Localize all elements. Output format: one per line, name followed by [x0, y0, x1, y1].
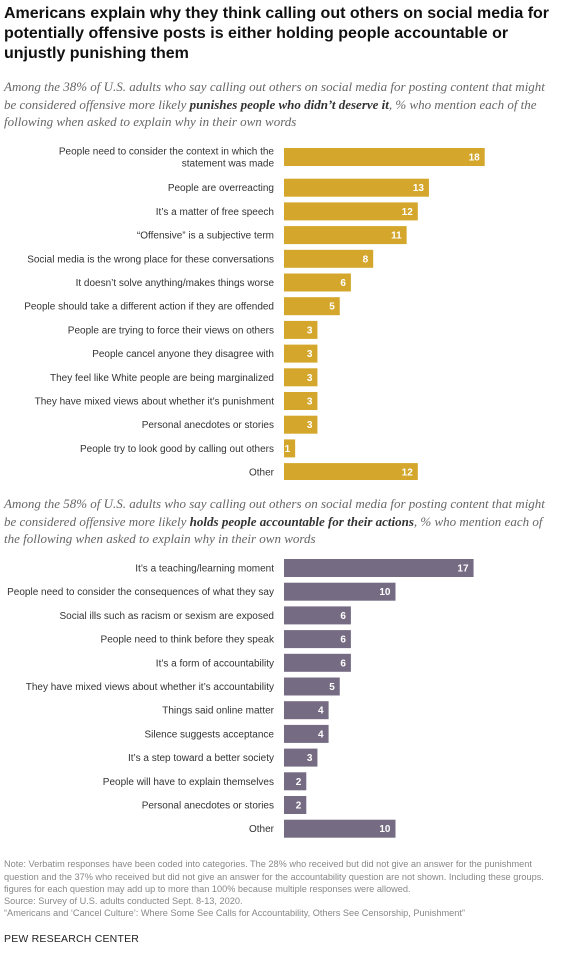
- bar-value-label: 6: [340, 611, 346, 622]
- category-label: They have mixed views about whether it’s…: [35, 397, 275, 408]
- bar: [284, 653, 351, 672]
- bar-value-label: 13: [413, 183, 425, 194]
- category-label: People will have to explain themselves: [103, 777, 274, 788]
- source: Source: Survey of U.S. adults conducted …: [4, 896, 243, 906]
- subtitle-text: , % who mention each of the following wh…: [4, 513, 543, 547]
- bar: [284, 368, 318, 387]
- bar-value-label: 6: [340, 658, 346, 669]
- category-label: People try to look good by calling out o…: [80, 444, 274, 455]
- subtitle-emphasis: punishes people who didn’t deserve it: [189, 96, 389, 112]
- bar-value-label: 4: [318, 729, 324, 740]
- bar-value-label: 10: [379, 824, 391, 835]
- bar-value-label: 6: [340, 635, 346, 646]
- bar: [284, 297, 340, 316]
- chart-title: Americans explain why they think calling…: [4, 5, 550, 62]
- bar: [284, 559, 474, 577]
- bar-value-label: 2: [296, 777, 302, 788]
- category-label: Social media is the wrong place for thes…: [27, 254, 274, 265]
- bar-value-label: 17: [457, 564, 469, 575]
- category-label: Silence suggests acceptance: [144, 729, 274, 740]
- bar: [284, 320, 318, 339]
- bar-value-label: 2: [296, 801, 302, 812]
- bar: [284, 772, 307, 791]
- category-label: statement was made: [182, 159, 275, 170]
- category-label: People should take a different action if…: [24, 302, 274, 313]
- category-label: Personal anecdotes or stories: [142, 801, 274, 812]
- bar-value-label: 3: [307, 349, 313, 360]
- bar: [284, 249, 374, 268]
- category-label: Social ills such as racism or sexism are…: [59, 611, 274, 622]
- report-title: “Americans and ‘Cancel Culture’: Where S…: [4, 908, 465, 918]
- bar-value-label: 5: [329, 682, 335, 693]
- bar-value-label: 3: [307, 325, 313, 336]
- bar-value-label: 8: [363, 254, 369, 265]
- bar: [284, 701, 329, 720]
- bar: [284, 178, 429, 197]
- bar-value-label: 3: [307, 753, 313, 764]
- bar: [284, 796, 307, 814]
- category-label: “Offensive” is a subjective term: [137, 231, 274, 242]
- bar: [284, 226, 407, 245]
- bar-chart-accountability: 17 It’s a teaching/learning moment 10 Peopl…: [7, 559, 474, 838]
- bar: [284, 415, 318, 434]
- bar-value-label: 3: [307, 397, 313, 408]
- bar-value-label: 3: [307, 373, 313, 384]
- bar-value-label: 5: [329, 302, 335, 313]
- subtitle-text: Among the 58% of U.S. adults who say cal…: [4, 496, 545, 529]
- category-label: People are overreacting: [168, 183, 274, 194]
- chart-subtitle-punishment: Among the 38% of U.S. adults who say cal…: [4, 78, 556, 131]
- bar-value-label: 18: [469, 153, 481, 164]
- category-label: People need to consider the context in w…: [59, 147, 275, 158]
- subtitle-text: , % who mention each of the following wh…: [4, 96, 537, 130]
- chart-subtitle-accountability: Among the 58% of U.S. adults who say cal…: [4, 495, 556, 548]
- category-label: It’s a form of accountability: [156, 658, 274, 669]
- category-label: Other: [249, 824, 275, 835]
- bar-value-label: 12: [402, 207, 414, 218]
- bar: [284, 606, 351, 625]
- bar-value-label: 3: [307, 420, 313, 431]
- category-label: They feel like White people are being ma…: [50, 373, 274, 384]
- bar: [284, 819, 396, 838]
- category-label: People cancel anyone they disagree with: [92, 349, 274, 360]
- bar: [284, 582, 396, 601]
- bar-value-label: 1: [285, 444, 291, 455]
- bar: [284, 148, 485, 166]
- bar: [284, 392, 318, 410]
- note: Note: Verbatim responses have been coded…: [4, 859, 544, 894]
- subtitle-text: Among the 38% of U.S. adults who say cal…: [4, 79, 545, 112]
- bar-value-label: 6: [340, 278, 346, 289]
- category-label: People need to think before they speak: [101, 635, 275, 646]
- bar-value-label: 12: [402, 468, 414, 479]
- organization-logo-text: PEW RESEARCH CENTER: [4, 933, 140, 945]
- bar: [284, 202, 418, 221]
- bar: [284, 273, 351, 292]
- bar: [284, 630, 351, 649]
- category-label: It’s a step toward a better society: [128, 753, 274, 764]
- bar: [284, 439, 296, 458]
- bar: [284, 463, 418, 480]
- bar: [284, 677, 340, 696]
- bar-value-label: 10: [379, 587, 391, 598]
- category-label: Personal anecdotes or stories: [142, 420, 274, 431]
- category-label: They have mixed views about whether it’s…: [26, 682, 274, 693]
- category-label: People need to consider the consequences…: [7, 587, 274, 598]
- bar: [284, 748, 318, 767]
- bar: [284, 344, 318, 363]
- subtitle-emphasis: holds people accountable for their actio…: [189, 513, 414, 529]
- bar-value-label: 11: [391, 231, 402, 242]
- category-label: It’s a teaching/learning moment: [135, 564, 274, 575]
- category-label: It doesn’t solve anything/makes things w…: [76, 278, 275, 289]
- category-label: People are trying to force their views o…: [68, 325, 274, 336]
- bar-value-label: 4: [318, 706, 324, 717]
- category-label: It’s a matter of free speech: [156, 207, 274, 218]
- category-label: Things said online matter: [162, 706, 274, 717]
- bar: [284, 724, 329, 743]
- category-label: Other: [249, 468, 275, 479]
